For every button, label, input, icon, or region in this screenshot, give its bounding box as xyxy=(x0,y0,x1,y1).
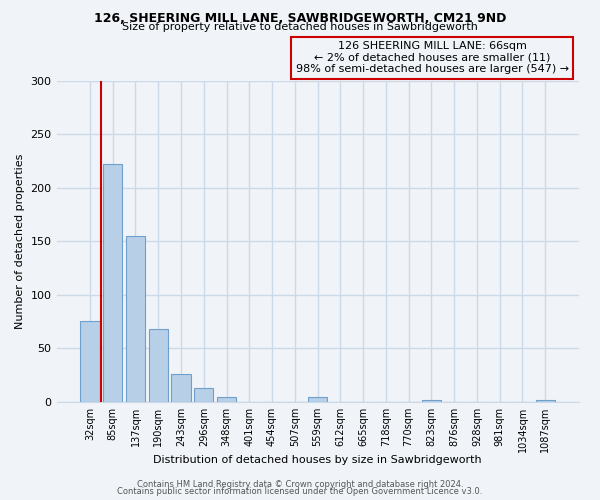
Text: Contains HM Land Registry data © Crown copyright and database right 2024.: Contains HM Land Registry data © Crown c… xyxy=(137,480,463,489)
Text: Size of property relative to detached houses in Sawbridgeworth: Size of property relative to detached ho… xyxy=(122,22,478,32)
Bar xyxy=(308,396,327,402)
Bar xyxy=(103,164,122,402)
Y-axis label: Number of detached properties: Number of detached properties xyxy=(15,154,25,329)
Bar xyxy=(217,396,236,402)
Text: 126, SHEERING MILL LANE, SAWBRIDGEWORTH, CM21 9ND: 126, SHEERING MILL LANE, SAWBRIDGEWORTH,… xyxy=(94,12,506,26)
Bar xyxy=(194,388,214,402)
Text: 126 SHEERING MILL LANE: 66sqm
← 2% of detached houses are smaller (11)
98% of se: 126 SHEERING MILL LANE: 66sqm ← 2% of de… xyxy=(296,42,569,74)
Bar xyxy=(126,236,145,402)
X-axis label: Distribution of detached houses by size in Sawbridgeworth: Distribution of detached houses by size … xyxy=(153,455,482,465)
Bar xyxy=(149,329,168,402)
Bar xyxy=(422,400,441,402)
Bar xyxy=(80,320,100,402)
Bar xyxy=(172,374,191,402)
Text: Contains public sector information licensed under the Open Government Licence v3: Contains public sector information licen… xyxy=(118,488,482,496)
Bar xyxy=(536,400,555,402)
